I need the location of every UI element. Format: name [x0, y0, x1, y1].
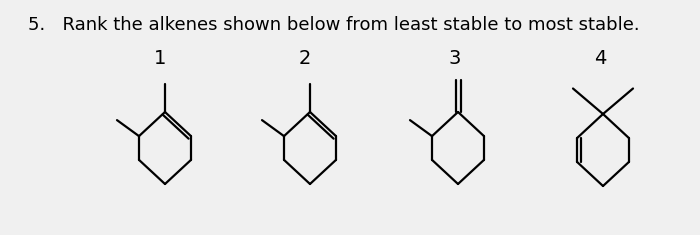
Text: 2: 2 — [299, 48, 312, 67]
Text: 1: 1 — [154, 48, 166, 67]
Text: 3: 3 — [449, 48, 461, 67]
Text: 4: 4 — [594, 48, 606, 67]
Text: 5.   Rank the alkenes shown below from least stable to most stable.: 5. Rank the alkenes shown below from lea… — [28, 16, 640, 34]
